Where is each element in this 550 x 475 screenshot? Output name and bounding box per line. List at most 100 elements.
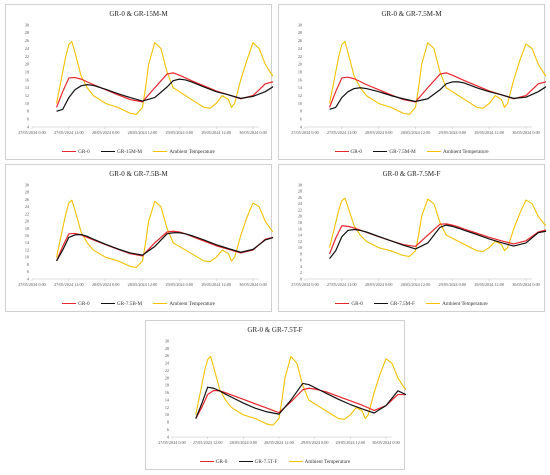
legend-swatch-yellow	[427, 151, 441, 153]
x-tick-label: 28/05/2024 12:00	[401, 282, 431, 287]
y-tick-label: 26	[25, 38, 29, 43]
legend-swatch-black	[373, 151, 388, 153]
legend-label: Ambient Temperature	[169, 301, 215, 307]
y-tick-label: 26	[25, 197, 29, 202]
x-tick-label: 28/05/2024 12:00	[128, 282, 158, 287]
legend-item: GR-0	[335, 301, 363, 307]
y-tick-label: 8	[300, 109, 302, 114]
x-tick-label: 29/05/2024 12:00	[201, 130, 231, 135]
y-tick-label: 10	[165, 412, 169, 417]
chart-panel-2: GR-0 & GR-7.5M-M 4 6 8 10 12 14 16 18 20 22 24 26 28…	[278, 4, 546, 160]
y-tick-label: 12	[165, 405, 169, 410]
x-tick-label: 29/05/2024 0:00	[166, 282, 194, 287]
series-line-gr-7-5m-f	[329, 224, 546, 260]
legend-item: GR-15M-M	[100, 149, 143, 155]
series-line-gr-15m-m	[56, 78, 273, 112]
y-tick-label: 30	[165, 338, 169, 343]
chart-panel-4: GR-0 & GR-7.5M-F 0 2 4 6 8 10 12 14 16 18 20 22 24 26…	[278, 164, 546, 312]
x-tick-label: 27/05/2024 0:00	[291, 282, 319, 287]
y-tick-label: 6	[300, 258, 302, 263]
chart-title: GR-0 & GR-15M-M	[109, 10, 168, 18]
y-tick-label: 20	[298, 214, 302, 219]
y-tick-label: 8	[167, 420, 169, 425]
legend-swatch-yellow	[153, 151, 168, 153]
legend-label: Ambient Temperature	[442, 301, 488, 307]
series-line-ambient-temperature	[56, 199, 273, 268]
x-tick-label: 29/05/2024 12:00	[474, 282, 504, 287]
y-tick-label: 6	[300, 117, 302, 122]
y-tick-label: 24	[298, 46, 303, 51]
chart-panel-5: GR-0 & GR-7.5T-F 4 6 8 10 12 14 16 18 20 22 24 26 28…	[145, 320, 406, 470]
legend-label: GR-0	[351, 301, 363, 307]
y-tick-label: 20	[165, 375, 169, 380]
series-line-gr-0	[328, 223, 546, 255]
legend-swatch-yellow	[153, 303, 168, 305]
y-tick-label: 18	[25, 226, 29, 231]
y-tick-label: 14	[25, 85, 30, 90]
y-tick-label: 4	[27, 124, 30, 129]
y-tick-label: 24	[25, 46, 30, 51]
series-line-ambient-temperature	[329, 197, 546, 257]
legend-label: GR-15M-M	[116, 149, 143, 155]
chart-panel-1: GR-0 & GR-15M-M 4 6 8 10 12 14 16 18 20 22 24 26 28 3…	[5, 4, 273, 160]
legend-swatch-red	[199, 461, 214, 463]
y-tick-label: 30	[25, 182, 29, 187]
legend-swatch-red	[62, 303, 77, 305]
legend-item: Ambient Temperature	[426, 301, 488, 307]
legend-swatch-black	[238, 461, 253, 463]
y-tick-label: 28	[298, 30, 302, 35]
series-line-ambient-temperature	[56, 40, 273, 115]
chart-legend: GR-0 GR-7.5B-M Ambient Temperature	[6, 301, 271, 307]
chart-plot: 4 6 8 10 12 14 16 18 20 22 24 26 28 30 27/05/2024 0:00…	[158, 338, 406, 445]
x-tick-label: 28/05/2024 0:00	[92, 130, 120, 135]
y-tick-label: 28	[165, 346, 169, 351]
y-tick-label: 12	[25, 93, 29, 98]
y-tick-label: 22	[25, 54, 29, 59]
y-tick-label: 28	[298, 189, 302, 194]
legend-item: Ambient Temperature	[427, 149, 489, 155]
chart-plot: 4 6 8 10 12 14 16 18 20 22 24 26 28 30 27/05/2024 0:00…	[18, 22, 273, 135]
y-tick-label: 14	[165, 397, 170, 402]
legend-label: GR-0	[350, 149, 363, 155]
y-tick-label: 20	[25, 62, 29, 67]
y-tick-label: 18	[298, 69, 302, 74]
legend-label: Ambient Temperature	[304, 459, 351, 465]
y-tick-label: 6	[27, 117, 29, 122]
y-tick-label: 20	[25, 219, 29, 224]
chart-legend: GR-0 GR-7.5M-M Ambient Temperature	[279, 149, 544, 155]
legend-label: GR-7.5B-M	[116, 301, 143, 307]
legend-swatch-yellow	[426, 303, 441, 305]
x-tick-label: 30/05/2024 0:00	[372, 440, 400, 445]
x-tick-label: 29/05/2024 12:00	[201, 282, 231, 287]
legend-swatch-red	[335, 303, 350, 305]
y-tick-label: 4	[300, 264, 303, 269]
y-tick-label: 6	[167, 427, 169, 432]
x-tick-label: 29/05/2024 0:00	[439, 130, 467, 135]
series-line-gr-7-5t-f	[195, 382, 406, 419]
x-tick-label: 29/05/2024 0:00	[301, 440, 329, 445]
y-tick-label: 26	[298, 38, 302, 43]
y-tick-label: 30	[298, 22, 302, 27]
y-tick-label: 12	[298, 93, 302, 98]
x-tick-label: 27/05/2024 12:00	[327, 130, 357, 135]
y-tick-label: 22	[25, 211, 29, 216]
x-tick-label: 27/05/2024 12:00	[54, 130, 84, 135]
legend-swatch-red	[334, 151, 349, 153]
legend-label: GR-0	[78, 149, 90, 155]
y-tick-label: 18	[165, 383, 169, 388]
legend-item: GR-7.5M-F	[374, 301, 415, 307]
x-tick-label: 28/05/2024 0:00	[365, 282, 393, 287]
y-tick-label: 26	[298, 195, 302, 200]
y-tick-label: 24	[165, 361, 170, 366]
chart-title: GR-0 & GR-7.5M-M	[381, 10, 442, 18]
y-tick-label: 6	[27, 269, 29, 274]
y-tick-label: 4	[300, 124, 303, 129]
legend-label: GR-0	[78, 301, 90, 307]
x-tick-label: 28/05/2024 12:00	[264, 440, 294, 445]
legend-item: GR-7.5M-M	[373, 149, 416, 155]
y-tick-label: 28	[25, 190, 29, 195]
legend-swatch-yellow	[288, 461, 303, 463]
y-tick-label: 4	[167, 434, 170, 439]
y-tick-label: 24	[25, 204, 30, 209]
x-tick-label: 27/05/2024 12:00	[54, 282, 84, 287]
